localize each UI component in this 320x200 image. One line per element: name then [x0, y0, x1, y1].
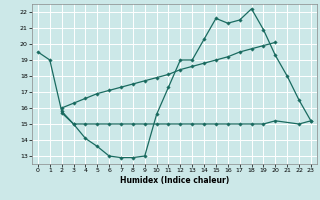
X-axis label: Humidex (Indice chaleur): Humidex (Indice chaleur) [120, 176, 229, 185]
